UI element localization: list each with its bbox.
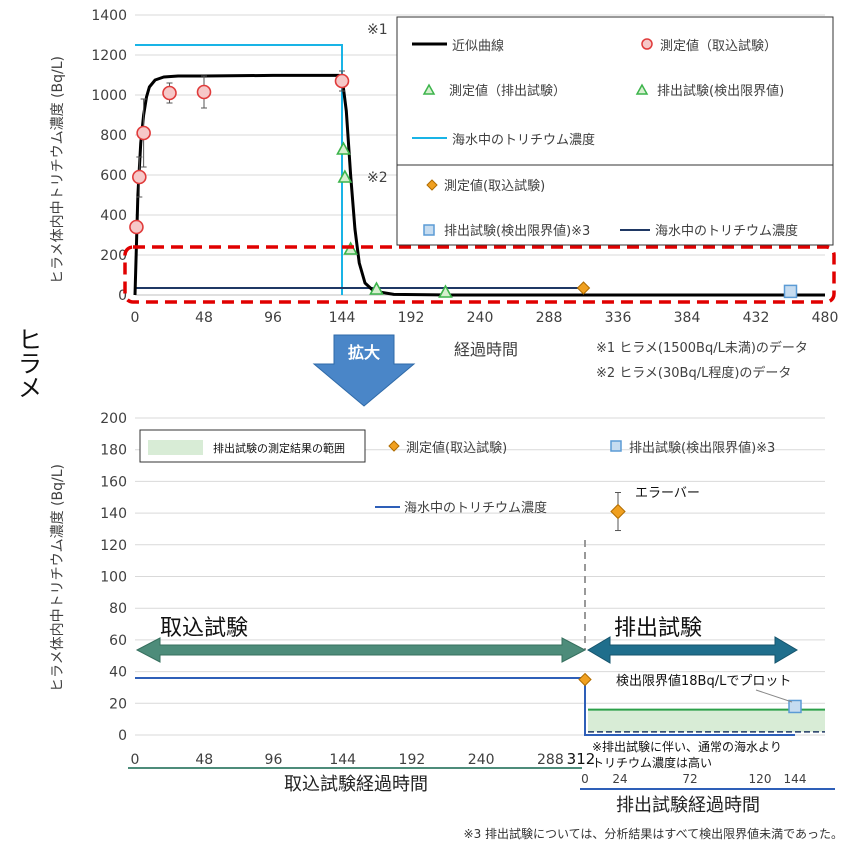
- legend-uptake-label: 測定値(取込試験): [406, 440, 507, 456]
- x-tick-label: 144: [329, 310, 356, 326]
- y-tick-label: 120: [100, 538, 127, 554]
- legend-dl-swatch: [611, 441, 621, 451]
- uptake-x-title: 取込試験経過時間: [284, 774, 428, 795]
- y-tick-label: 40: [109, 665, 127, 681]
- side-label-char: メ: [18, 374, 42, 402]
- marker-1: ※1: [367, 22, 388, 38]
- legend-errorbar-diamond: [611, 505, 625, 519]
- legend2-uptake-label: 測定値(取込試験): [444, 178, 545, 194]
- legend-uptake-label: 測定値（取込試験）: [660, 38, 777, 54]
- excretion-x-tick: 120: [749, 772, 772, 786]
- y-axis-title: ヒラメ体内中トリチウム濃度 (Bq/L): [50, 56, 66, 284]
- uptake-point: [579, 674, 591, 686]
- excretion-dl-point: [785, 285, 797, 297]
- x-tick-label: 432: [743, 310, 770, 326]
- x-tick-label: 240: [467, 310, 494, 326]
- y-tick-label: 100: [100, 570, 127, 586]
- note-2: ※2 ヒラメ(30Bq/L程度)のデータ: [596, 365, 791, 381]
- y-tick-label: 0: [118, 728, 127, 744]
- uptake-point: [133, 171, 146, 184]
- legend2-seawater-label: 海水中のトリチウム濃度: [655, 223, 798, 239]
- errorbar-label: エラーバー: [635, 486, 700, 501]
- y-tick-label: 20: [109, 696, 127, 712]
- y-tick-label: 180: [100, 443, 127, 459]
- y-tick-label: 160: [100, 474, 127, 490]
- x-tick-label: 384: [674, 310, 701, 326]
- legend-fit-label: 近似曲線: [452, 38, 504, 54]
- excretion-phase-label: 排出試験: [614, 616, 702, 641]
- seawater-cyan-line: [135, 45, 342, 295]
- legend2-dl-swatch: [424, 225, 434, 235]
- seawater-note-line1: ※排出試験に伴い、通常の海水より: [592, 739, 782, 754]
- excretion-x-tick: 24: [612, 772, 627, 786]
- excretion-x-tick: 72: [682, 772, 697, 786]
- x-axis-title: 経過時間: [454, 340, 518, 359]
- x-tick-label: 0: [131, 310, 140, 326]
- uptake-x-tick: 0: [131, 752, 140, 768]
- uptake-phase-arrow: [137, 638, 585, 662]
- excretion-x-tick: 0: [581, 772, 589, 786]
- uptake-x-tick: 192: [399, 752, 426, 768]
- legend2-dl-label: 排出試験(検出限界値)※3: [444, 223, 590, 239]
- uptake-x-tick: 48: [195, 752, 213, 768]
- excretion-dl-point: [789, 700, 801, 712]
- y-tick-label: 1200: [91, 48, 127, 64]
- footnote: ※3 排出試験については、分析結果はすべて検出限界値未満であった。: [464, 826, 843, 841]
- y-tick-label: 800: [100, 128, 127, 144]
- legend-excretion-label: 測定値（排出試験）: [449, 83, 566, 99]
- uptake-30-point: [578, 282, 590, 294]
- x-tick-label: 288: [536, 310, 563, 326]
- legend-band-label: 排出試験の測定結果の範囲: [213, 441, 345, 455]
- uptake-point: [198, 86, 211, 99]
- uptake-x-tick: 144: [329, 752, 356, 768]
- legend-seawater-label: 海水中のトリチウム濃度: [404, 500, 547, 516]
- excretion-x-title: 排出試験経過時間: [616, 795, 760, 816]
- uptake-x-tick: 312: [567, 750, 596, 768]
- legend-excretion-dl-label: 排出試験(検出限界値): [657, 83, 784, 99]
- uptake-x-tick: 240: [468, 752, 495, 768]
- dl-note: 検出限界値18Bq/Lでプロット: [616, 673, 791, 689]
- y-axis-title: ヒラメ体内中トリチウム濃度 (Bq/L): [50, 464, 66, 692]
- y-tick-label: 200: [100, 411, 127, 427]
- uptake-x-tick: 288: [537, 752, 564, 768]
- y-tick-label: 140: [100, 506, 127, 522]
- legend-seawater-label: 海水中のトリチウム濃度: [452, 132, 595, 148]
- uptake-point: [163, 87, 176, 100]
- legend-dl-label: 排出試験(検出限界値)※3: [629, 440, 775, 456]
- y-tick-label: 200: [100, 248, 127, 264]
- uptake-point: [336, 75, 349, 88]
- legend-uptake-swatch: [642, 39, 652, 49]
- legend-band-swatch: [148, 440, 203, 455]
- excretion-x-tick: 144: [784, 772, 807, 786]
- y-tick-label: 400: [100, 208, 127, 224]
- zoom-arrow-label: 拡大: [348, 343, 380, 362]
- note-1: ※1 ヒラメ(1500Bq/L未満)のデータ: [596, 340, 808, 356]
- x-tick-label: 480: [812, 310, 839, 326]
- dl-note-leader: [756, 690, 792, 702]
- x-tick-label: 192: [398, 310, 425, 326]
- x-tick-label: 336: [605, 310, 632, 326]
- y-tick-label: 80: [109, 601, 127, 617]
- y-tick-label: 1400: [91, 8, 127, 24]
- y-tick-label: 60: [109, 633, 127, 649]
- seawater-note-line2: トリチウム濃度は高い: [592, 755, 712, 770]
- uptake-point: [137, 127, 150, 140]
- y-tick-label: 600: [100, 168, 127, 184]
- x-tick-label: 48: [195, 310, 213, 326]
- y-tick-label: 1000: [91, 88, 127, 104]
- uptake-phase-label: 取込試験: [160, 616, 248, 641]
- uptake-point: [130, 221, 143, 234]
- marker-2: ※2: [367, 170, 388, 186]
- x-tick-label: 96: [264, 310, 282, 326]
- uptake-x-tick: 96: [265, 752, 283, 768]
